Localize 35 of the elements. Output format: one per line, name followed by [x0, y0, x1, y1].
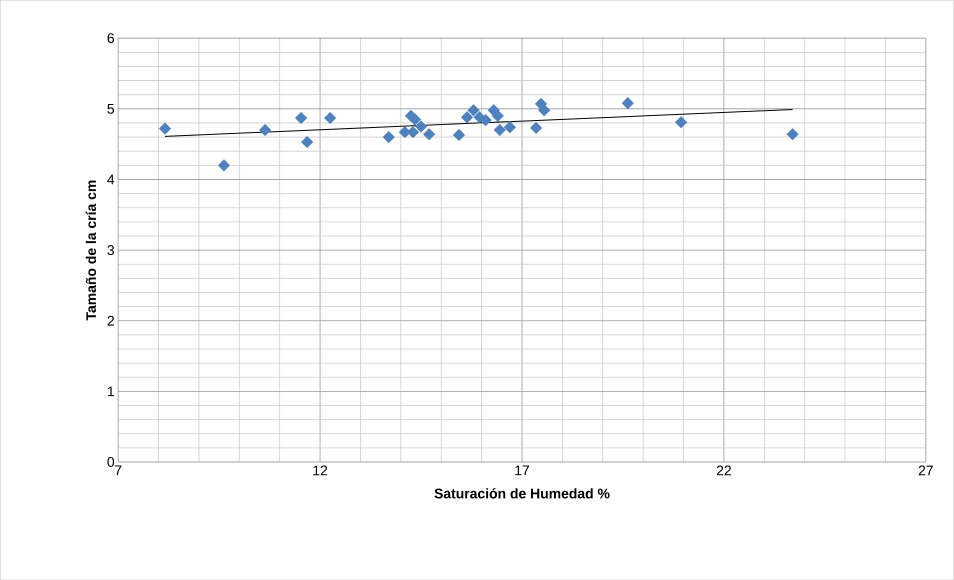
- x-tick-label: 27: [918, 465, 933, 476]
- point: [538, 104, 550, 116]
- point: [382, 130, 395, 144]
- point: [467, 104, 480, 116]
- y-tick-label: 3: [107, 245, 114, 255]
- x-tick-label: 17: [515, 465, 530, 476]
- point: [259, 124, 272, 136]
- point: [422, 128, 436, 140]
- y-axis-title: Tamaño de la cría cm: [86, 180, 96, 320]
- point: [324, 112, 336, 124]
- x-tick-label: 22: [716, 465, 731, 476]
- x-axis-title: Saturación de Humedad %: [434, 488, 610, 498]
- y-tick-label: 6: [108, 33, 114, 44]
- point: [158, 122, 172, 135]
- y-tick-label: 4: [107, 174, 114, 184]
- y-tick-label: 1: [108, 386, 114, 396]
- point: [786, 128, 799, 140]
- point: [480, 114, 492, 126]
- point: [622, 96, 634, 110]
- y-tick-label: 5: [107, 104, 114, 114]
- point: [494, 124, 506, 136]
- point: [492, 110, 504, 122]
- x-tick-label: 12: [313, 465, 328, 476]
- point: [674, 116, 688, 128]
- point: [294, 112, 308, 124]
- y-tick-label: 0: [107, 456, 114, 467]
- point: [504, 120, 516, 134]
- point: [460, 111, 474, 124]
- y-tick-label: 2: [108, 316, 114, 326]
- x-tick-label: 7: [114, 465, 122, 476]
- point: [530, 122, 542, 134]
- point: [218, 159, 230, 172]
- point: [301, 136, 314, 148]
- point: [414, 120, 428, 133]
- point: [452, 128, 466, 141]
